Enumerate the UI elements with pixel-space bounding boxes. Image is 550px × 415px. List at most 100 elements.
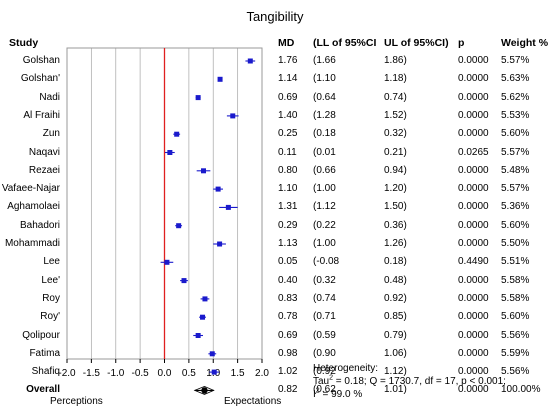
study-row: Fatima 0.98 (0.90 1.06) 0.0000 5.59%: [0, 345, 550, 363]
study-row: Zun 0.25 (0.18 0.32) 0.0000 5.60%: [0, 125, 550, 143]
study-name: Golshan: [22, 55, 60, 66]
study-row: Golshan 1.76 (1.66 1.86) 0.0000 5.57%: [0, 52, 550, 70]
md-value: 1.02: [278, 366, 298, 378]
study-name: Roy: [42, 292, 60, 304]
study-name: Lee': [41, 274, 60, 286]
effect-point: [209, 351, 215, 357]
study-row: Mohammadi 1.13 (1.00 1.26) 0.0000 5.50%: [0, 235, 550, 253]
md-value: 1.10: [278, 183, 298, 195]
md-value: 0.40: [278, 274, 298, 286]
md-value: 0.69: [278, 91, 298, 103]
heterogeneity-note: Heterogeneity: Tau2 = 0.18; Q = 1730.7, …: [313, 362, 506, 401]
md-value: 1.31: [278, 201, 298, 213]
study-name: Vafaee-Najar: [1, 183, 60, 195]
ll-value: (0.22: [313, 219, 336, 231]
p-value: 0.0000: [458, 91, 489, 103]
study-name: Fatima: [29, 347, 60, 359]
ul-value: 1.26): [384, 238, 407, 249]
p-value: 0.0000: [458, 274, 489, 286]
effect-point: [164, 259, 170, 265]
md-value: 0.29: [278, 219, 298, 231]
study-name: Al Fraihi: [23, 109, 60, 121]
study-row: Naqavi 0.11 (0.01 0.21) 0.0265 5.57%: [0, 144, 550, 162]
effect-point: [167, 150, 173, 155]
md-value: 0.80: [278, 164, 298, 176]
ll-value: (1.66: [313, 55, 336, 66]
overall-diamond: [193, 385, 215, 395]
header-study: Study: [9, 37, 39, 49]
p-value: 0.0000: [458, 366, 489, 378]
effect-point: [217, 76, 223, 82]
x-tick-label: -0.5: [132, 368, 150, 379]
study-name: Roy': [40, 311, 60, 323]
study-row: Roy 0.83 (0.74 0.92) 0.0000 5.58%: [0, 290, 550, 308]
ul-value: 0.21): [384, 146, 407, 158]
study-name: Mohammadi: [4, 238, 60, 249]
ll-value: (1.00: [313, 183, 336, 195]
overall-point: [201, 387, 208, 394]
weight-value: 5.48%: [501, 164, 530, 176]
study-row: Nadi 0.69 (0.64 0.74) 0.0000 5.62%: [0, 89, 550, 107]
ll-value: (1.00: [313, 238, 336, 249]
weight-value: 5.60%: [501, 311, 530, 323]
study-name: Qolipour: [22, 329, 60, 341]
study-name: Golshan': [20, 73, 60, 85]
ul-value: 1.50): [384, 201, 407, 213]
p-value: 0.4490: [458, 256, 489, 268]
x-tick-label: -1.0: [107, 368, 125, 379]
weight-value: 5.36%: [501, 201, 530, 213]
study-name: Overall: [26, 384, 60, 396]
p-value: 0.0000: [458, 164, 489, 176]
x-tick-label: 1.5: [231, 368, 245, 379]
ul-value: 1.18): [384, 73, 407, 85]
effect-point: [201, 168, 206, 174]
ul-value: 1.86): [384, 55, 407, 66]
ll-value: (1.12: [313, 201, 336, 213]
weight-value: 5.57%: [501, 183, 530, 195]
study-row: Al Fraihi 1.40 (1.28 1.52) 0.0000 5.53%: [0, 107, 550, 125]
weight-value: 5.56%: [501, 329, 530, 341]
md-value: 0.83: [278, 292, 298, 304]
study-row: Golshan' 1.14 (1.10 1.18) 0.0000 5.63%: [0, 70, 550, 88]
p-value: 0.0000: [458, 201, 489, 213]
overall-row: Overall 0.82 (0.62 1.01) 0.0000 100.00%: [0, 381, 550, 399]
study-name: Naqavi: [28, 146, 60, 158]
chart-title: Tangibility: [246, 9, 304, 24]
study-row: Lee 0.05 (-0.08 0.18) 0.4490 5.51%: [0, 253, 550, 271]
effect-point: [195, 333, 201, 338]
ll-value: (1.28: [313, 109, 336, 121]
study-row: Qolipour 0.69 (0.59 0.79) 0.0000 5.56%: [0, 327, 550, 345]
header-p: p: [458, 37, 465, 49]
effect-point: [181, 278, 187, 284]
x-tick-label: 0.5: [182, 368, 196, 379]
x-tick-label: -1.5: [83, 368, 101, 379]
study-name: Aghamolaei: [7, 201, 60, 213]
header-ll: (LL of 95%CI: [313, 37, 377, 49]
p-value: 0.0000: [458, 311, 489, 323]
study-name: Rezaei: [28, 164, 60, 176]
study-row: Lee' 0.40 (0.32 0.48) 0.0000 5.58%: [0, 272, 550, 290]
weight-value: 5.58%: [501, 292, 530, 304]
md-value: 1.14: [278, 73, 298, 85]
study-row: Rezaei 0.80 (0.66 0.94) 0.0000 5.48%: [0, 162, 550, 180]
effect-point: [174, 131, 180, 137]
ul-value: 1.20): [384, 183, 407, 195]
heterogeneity-heading: Heterogeneity:: [313, 363, 379, 374]
x-tick-label: 0.0: [158, 368, 172, 379]
md-value: 0.78: [278, 311, 298, 323]
ul-value: 0.92): [384, 292, 407, 304]
effect-point: [195, 95, 201, 101]
ll-value: (0.74: [313, 292, 336, 304]
ll-value: (0.18: [313, 128, 336, 140]
ll-value: (0.32: [313, 274, 336, 286]
x-right-label: Expectations: [224, 396, 282, 407]
p-value: 0.0000: [458, 109, 489, 121]
heterogeneity-i2: I2 = 99.0 %: [313, 387, 363, 400]
header-ul: UL of 95%CI): [384, 37, 449, 49]
study-name: Lee: [43, 256, 60, 268]
ul-value: 1.52): [384, 109, 407, 121]
header-md: MD: [278, 37, 295, 49]
effect-point: [217, 241, 223, 247]
ul-value: 0.79): [384, 329, 407, 341]
effect-point: [247, 58, 253, 64]
